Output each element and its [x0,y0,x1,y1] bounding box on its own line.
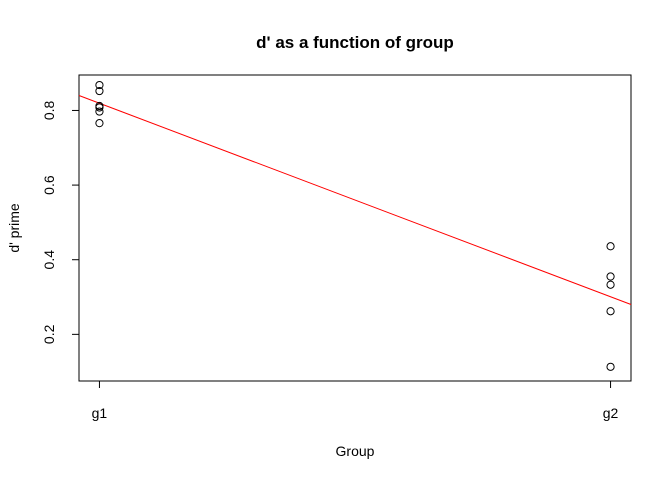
fit-line [78,95,632,305]
fit-line-group [78,95,632,305]
y-axis-label: d' prime [6,203,22,253]
data-point [95,119,104,128]
plot-frame [78,74,632,382]
data-point [606,280,615,289]
chart-title: d' as a function of group [256,33,454,52]
x-axis-label: Group [336,443,375,459]
data-point [95,103,104,112]
y-tick-label: 0.6 [41,175,57,195]
data-point [606,307,615,316]
data-point [95,86,104,96]
y-tick-label: 0.8 [41,101,57,121]
y-axis: 0.2 0.4 0.6 0.8 [41,101,79,344]
points-group [95,80,615,371]
x-axis: g1 g2 [92,381,619,421]
data-point [95,107,104,116]
data-point [606,272,615,281]
data-point [606,362,615,371]
data-point [606,242,615,251]
y-tick-label: 0.4 [41,250,57,270]
data-point [95,80,104,90]
y-tick-label: 0.2 [41,324,57,344]
x-tick-label: g1 [92,405,108,421]
x-tick-label: g2 [603,405,619,421]
